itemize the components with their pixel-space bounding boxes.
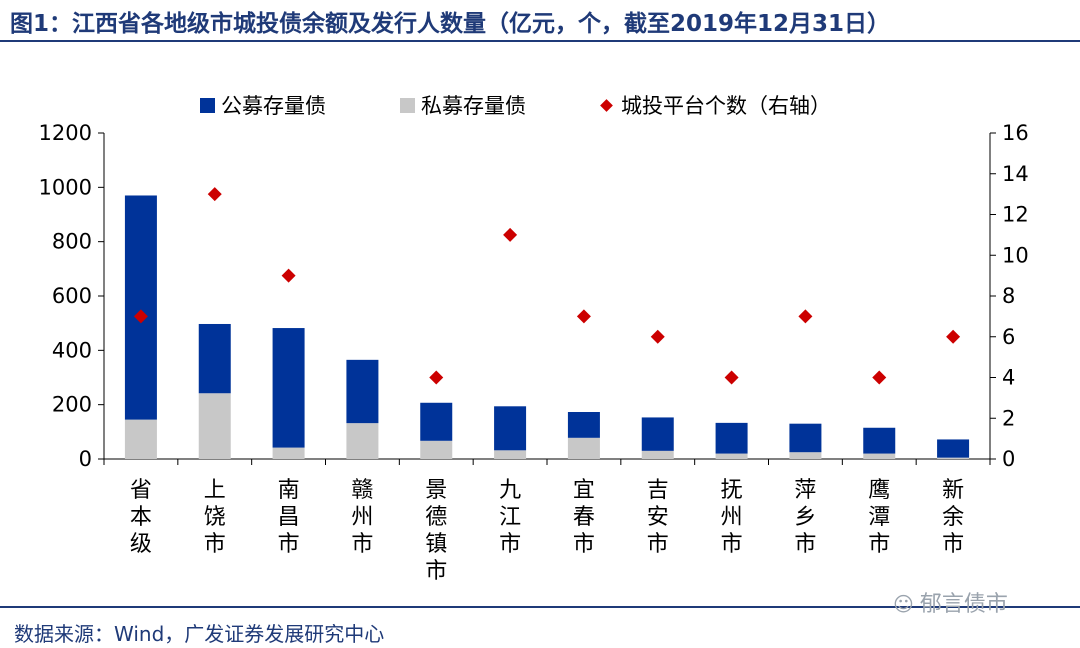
- chart-title: 图1：江西省各地级市城投债余额及发行人数量（亿元，个，截至2019年12月31日…: [10, 11, 891, 37]
- bar-public: [124, 195, 157, 420]
- y-left-tick-label: 1200: [39, 121, 92, 145]
- watermark-text: 郁言债市: [919, 592, 1008, 617]
- bar-public: [494, 406, 527, 451]
- bar-private: [567, 437, 600, 459]
- category-label: 南昌市: [278, 478, 300, 557]
- bar-public: [420, 402, 453, 441]
- y-right-tick-label: 8: [1002, 284, 1015, 308]
- count-marker: [724, 370, 739, 385]
- bar-public: [641, 417, 674, 451]
- y-left-tick-label: 1000: [39, 175, 92, 199]
- legend-private-label: 私募存量债: [421, 94, 526, 118]
- source-note: 数据来源：Wind，广发证券发展研究中心: [14, 622, 385, 646]
- legend-count-label: 城投平台个数（右轴）: [621, 94, 831, 118]
- watermark: ☺ 郁言债市: [893, 586, 1008, 618]
- bar-private: [494, 450, 527, 459]
- y-left-tick-label: 600: [52, 284, 92, 308]
- legend-count: 城投平台个数（右轴）: [600, 90, 831, 120]
- category-label: 新余市: [942, 478, 964, 557]
- y-left-tick-label: 0: [79, 447, 92, 471]
- category-label: 九江市: [499, 478, 521, 557]
- bar-public: [198, 323, 231, 394]
- category-label: 赣州市: [351, 478, 373, 557]
- y-right-tick-label: 16: [1002, 121, 1029, 145]
- count-marker: [650, 329, 665, 344]
- bar-private: [715, 453, 748, 459]
- count-marker: [946, 329, 961, 344]
- bar-private: [198, 393, 231, 459]
- bar-public: [567, 412, 600, 438]
- y-right-tick-label: 0: [1002, 447, 1015, 471]
- category-label: 萍乡市: [794, 478, 816, 557]
- y-right-tick-label: 4: [1002, 366, 1015, 390]
- y-left-tick-label: 200: [52, 393, 92, 417]
- category-label: 鹰潭市: [868, 478, 890, 557]
- bar-private: [641, 450, 674, 459]
- bar-public: [863, 427, 896, 454]
- y-right-tick-label: 14: [1002, 162, 1029, 186]
- bar-private: [272, 447, 305, 459]
- category-label: 宜春市: [573, 478, 595, 557]
- category-label: 吉安市: [647, 478, 669, 557]
- bar-public: [272, 328, 305, 448]
- bar-private: [863, 453, 896, 459]
- title-divider: [0, 40, 1080, 42]
- bar-public: [937, 439, 970, 458]
- bar-private: [789, 452, 822, 459]
- y-left-tick-label: 800: [52, 230, 92, 254]
- count-marker: [133, 309, 148, 324]
- bar-private: [420, 440, 453, 459]
- bar-private: [346, 423, 379, 459]
- bar-private: [124, 419, 157, 459]
- legend-public-label: 公募存量债: [221, 94, 326, 118]
- footer-divider: [0, 606, 1080, 608]
- count-marker: [576, 309, 591, 324]
- bar-public: [715, 422, 748, 454]
- bar-public: [789, 423, 822, 453]
- y-right-tick-label: 2: [1002, 406, 1015, 430]
- y-right-tick-label: 12: [1002, 203, 1029, 227]
- wechat-icon: ☺: [893, 592, 914, 616]
- count-marker: [207, 187, 222, 202]
- y-left-tick-label: 400: [52, 338, 92, 362]
- count-marker: [281, 268, 296, 283]
- legend-public: 公募存量债: [200, 90, 326, 120]
- count-marker: [798, 309, 813, 324]
- bar-public: [346, 359, 379, 424]
- legend-private-swatch: [400, 97, 415, 113]
- legend-public-swatch: [200, 97, 215, 113]
- category-label: 抚州市: [721, 478, 743, 557]
- bar-private: [937, 457, 970, 459]
- category-label: 上饶市: [204, 478, 226, 557]
- count-marker: [503, 227, 518, 242]
- category-label: 景德镇市: [425, 478, 447, 584]
- count-marker: [429, 370, 444, 385]
- legend-private: 私募存量债: [400, 90, 526, 120]
- y-right-tick-label: 10: [1002, 243, 1029, 267]
- category-label: 省本级: [130, 478, 152, 557]
- y-right-tick-label: 6: [1002, 325, 1015, 349]
- count-marker: [872, 370, 887, 385]
